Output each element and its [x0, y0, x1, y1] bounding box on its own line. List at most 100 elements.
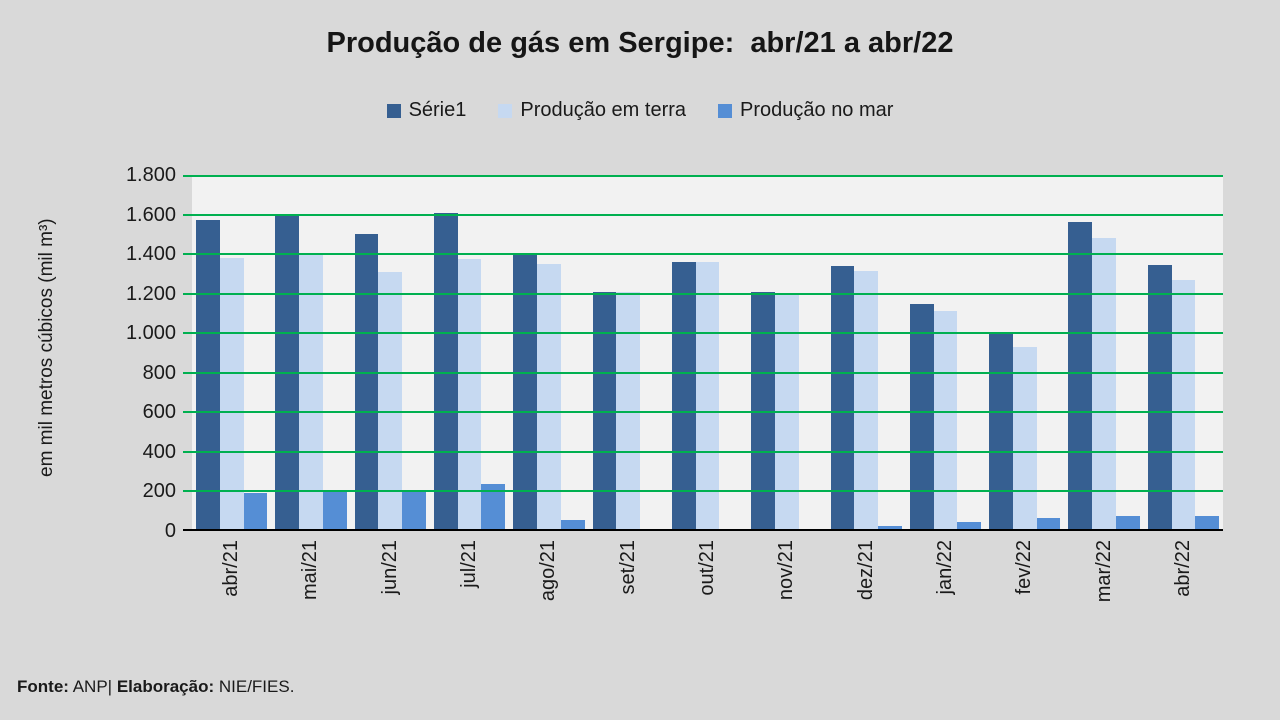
bar-series2 [957, 522, 982, 531]
bar-series0 [513, 254, 538, 531]
y-tick-label: 1.600 [125, 203, 176, 226]
bar-series1 [537, 264, 561, 531]
x-tick-label: jul/21 [458, 540, 481, 588]
bar-series0 [671, 262, 696, 531]
bar-group [192, 175, 271, 531]
bar-group [747, 175, 826, 531]
legend-item-serie1: Série1 [386, 99, 467, 122]
x-tick-cell: jul/21 [430, 540, 509, 652]
gridline [192, 253, 1223, 256]
source-fonte-label: Fonte: [17, 677, 69, 696]
legend-label-serie1: Série1 [408, 99, 467, 121]
source-note: Fonte: ANP| Elaboração: NIE/FIES. [17, 677, 294, 697]
legend-item-producao-no-mar: Produção no mar [718, 99, 893, 122]
bar-group [351, 175, 430, 531]
gridline [192, 450, 1223, 453]
bar-series0 [196, 219, 220, 531]
y-tick-label: 0 [164, 520, 176, 542]
bar-series1 [219, 258, 244, 531]
x-tick-label: ago/21 [537, 540, 560, 602]
x-tick-cell: dez/21 [827, 540, 906, 652]
bar-series0 [1068, 222, 1093, 531]
x-tick-label: jan/22 [933, 540, 956, 595]
bar-group [430, 175, 509, 531]
y-tick-label: 1.000 [125, 322, 176, 345]
bar-series1 [933, 311, 958, 531]
legend-label-producao-em-terra: Produção em terra [520, 99, 687, 121]
x-tick-cell: abr/22 [1144, 540, 1223, 652]
bar-series2 [1115, 516, 1140, 531]
axis-tick [183, 253, 192, 256]
bar-group [985, 175, 1064, 531]
bar-group [509, 175, 588, 531]
x-tick-cell: jun/21 [351, 540, 430, 652]
bar-series2 [322, 491, 347, 531]
source-fonte-value: ANP| [68, 677, 117, 696]
gridline [192, 175, 1223, 177]
x-tick-cell: fev/22 [985, 540, 1064, 652]
gridline [192, 332, 1223, 335]
plot-area [183, 175, 1223, 531]
bar-series1 [1171, 279, 1196, 531]
source-elaboracao-label: Elaboração: [116, 677, 215, 696]
x-tick-cell: abr/21 [192, 540, 271, 652]
x-tick-label: mar/22 [1092, 540, 1115, 603]
axis-tick [183, 332, 192, 335]
legend-swatch-producao-em-terra [498, 103, 513, 118]
x-tick-label: nov/21 [775, 540, 798, 601]
bar-series2 [1036, 518, 1061, 531]
y-tick-label: 1.800 [125, 164, 176, 186]
gridline [192, 371, 1223, 374]
bar-series2 [878, 526, 902, 531]
axis-tick [183, 371, 192, 374]
x-tick-label: set/21 [616, 540, 639, 595]
legend: Série1 Produção em terra Produção no mar [0, 99, 1280, 122]
bar-group [1144, 175, 1223, 531]
bar-series2 [402, 492, 426, 531]
bar-series1 [378, 271, 403, 531]
x-tick-cell: jan/22 [906, 540, 985, 652]
legend-label-producao-no-mar: Produção no mar [740, 99, 894, 121]
bar-series0 [1147, 265, 1172, 531]
x-tick-label: dez/21 [854, 540, 877, 601]
y-tick-label: 200 [142, 480, 176, 503]
bar-group [589, 175, 668, 531]
bar-series2 [1195, 516, 1220, 531]
x-tick-cell: ago/21 [509, 540, 588, 652]
axis-tick [183, 213, 192, 216]
y-tick-label: 800 [142, 361, 176, 384]
x-tick-label: abr/21 [220, 540, 243, 597]
y-tick-label: 1.400 [125, 243, 176, 266]
bar-series1 [1092, 238, 1116, 531]
legend-swatch-serie1 [386, 103, 401, 118]
y-tick-label: 600 [142, 401, 176, 424]
axis-tick [183, 175, 192, 177]
bar-group [1064, 175, 1143, 531]
legend-item-producao-em-terra: Produção em terra [498, 99, 686, 122]
bar-group [827, 175, 906, 531]
bar-series1 [457, 259, 482, 531]
x-tick-cell: out/21 [668, 540, 747, 652]
source-elaboracao-value: NIE/FIES. [214, 677, 295, 696]
axis-tick [183, 490, 192, 493]
bar-group [906, 175, 985, 531]
gridline [192, 490, 1223, 493]
bar-series0 [909, 303, 934, 531]
axis-tick [183, 292, 192, 295]
chart-title: Produção de gás em Sergipe: abr/21 a abr… [326, 27, 954, 59]
y-tick-label: 1.200 [125, 282, 176, 305]
bar-series1 [854, 270, 879, 531]
x-tick-label: mai/21 [299, 540, 322, 601]
axis-tick [183, 450, 192, 453]
y-axis-tick-labels: 1.800 1.600 1.400 1.200 1.000 800 600 400 200 0 [0, 165, 176, 541]
x-tick-label: fev/22 [1013, 540, 1036, 595]
x-axis-line [183, 529, 1223, 531]
x-tick-label: jun/21 [378, 540, 401, 595]
legend-swatch-producao-no-mar [718, 103, 733, 118]
bar-series0 [989, 333, 1013, 531]
x-tick-label: abr/22 [1171, 540, 1194, 597]
bar-series1 [299, 254, 323, 531]
x-tick-cell: mai/21 [271, 540, 350, 652]
gridline [192, 292, 1223, 295]
bar-series0 [354, 234, 379, 531]
